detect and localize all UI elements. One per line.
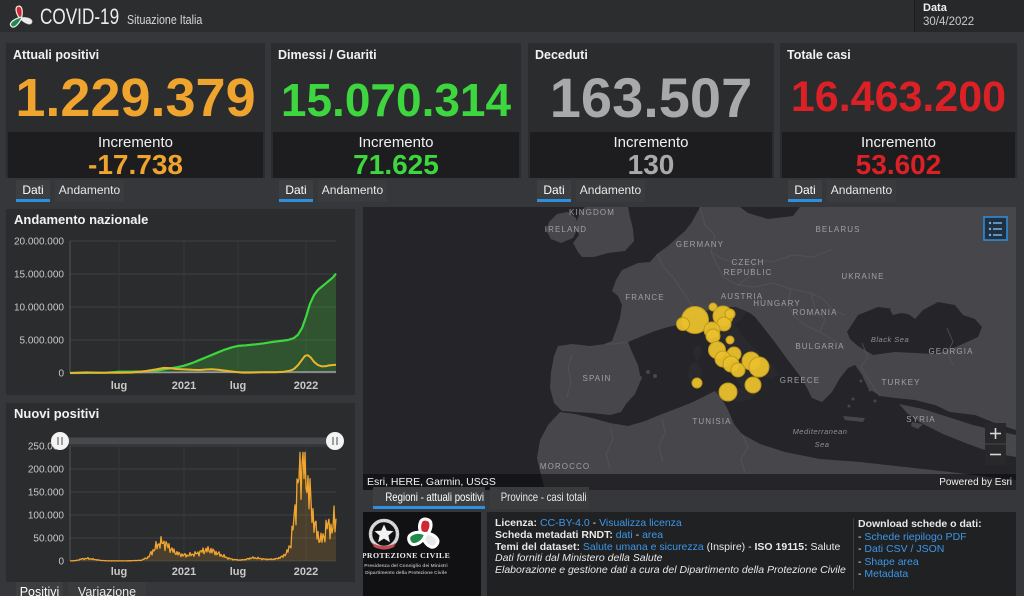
svg-text:2022: 2022 [294,566,318,578]
svg-text:IRELAND: IRELAND [545,225,587,234]
svg-text:Esri, HERE, Garmin, USGS: Esri, HERE, Garmin, USGS [367,476,496,488]
svg-text:5.000.000: 5.000.000 [20,336,65,347]
svg-text:TUNISIA: TUNISIA [692,417,731,426]
svg-text:10.000.000: 10.000.000 [14,303,64,314]
svg-text:MOROCCO: MOROCCO [540,462,590,471]
svg-text:UKRAINE: UKRAINE [841,272,884,281]
svg-text:2021: 2021 [172,566,196,578]
svg-text:150.000: 150.000 [28,488,65,499]
svg-text:200.000: 200.000 [28,465,65,476]
svg-text:AUSTRIA: AUSTRIA [721,292,763,301]
svg-text:PROTEZIONE CIVILE: PROTEZIONE CIVILE [363,551,450,560]
svg-text:FRANCE: FRANCE [625,293,665,302]
svg-text:KINGDOM: KINGDOM [569,208,615,217]
svg-text:lug: lug [111,566,128,578]
svg-text:BULGARIA: BULGARIA [795,342,844,351]
svg-text:2022: 2022 [294,380,318,392]
svg-text:0: 0 [58,557,64,568]
svg-text:Black Sea: Black Sea [871,335,909,344]
svg-text:SYRIA: SYRIA [906,415,936,424]
svg-text:Presidenza del Consiglio dei M: Presidenza del Consiglio dei Ministri [364,563,447,569]
svg-text:lug: lug [111,380,128,392]
svg-text:50.000: 50.000 [33,534,64,545]
svg-text:Sea: Sea [815,440,830,449]
svg-text:SPAIN: SPAIN [583,374,612,383]
svg-text:250.000: 250.000 [28,442,65,453]
svg-text:15.000.000: 15.000.000 [14,270,64,281]
svg-text:GREECE: GREECE [780,376,820,385]
svg-text:20.000.000: 20.000.000 [14,237,64,248]
svg-text:CZECH: CZECH [731,258,764,267]
svg-text:0: 0 [58,369,64,380]
svg-text:GEORGIA: GEORGIA [928,347,973,356]
svg-text:100.000: 100.000 [28,511,65,522]
svg-text:BELARUS: BELARUS [815,225,860,234]
svg-text:lug: lug [230,380,247,392]
svg-text:REPUBLIC: REPUBLIC [724,268,773,277]
svg-text:Powered by Esri: Powered by Esri [939,477,1012,488]
svg-text:TURKEY: TURKEY [881,378,920,387]
svg-text:Mediterranean: Mediterranean [793,427,848,436]
svg-text:lug: lug [230,566,247,578]
svg-text:2021: 2021 [172,380,196,392]
svg-text:GERMANY: GERMANY [676,240,724,249]
svg-text:HUNGARY: HUNGARY [753,299,801,308]
svg-text:Dipartimento della Protezione: Dipartimento della Protezione Civile [365,570,447,576]
svg-text:ROMANIA: ROMANIA [792,308,837,317]
